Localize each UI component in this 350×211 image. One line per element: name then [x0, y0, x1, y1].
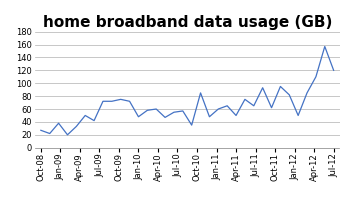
Title: home broadband data usage (GB): home broadband data usage (GB)	[43, 15, 332, 30]
